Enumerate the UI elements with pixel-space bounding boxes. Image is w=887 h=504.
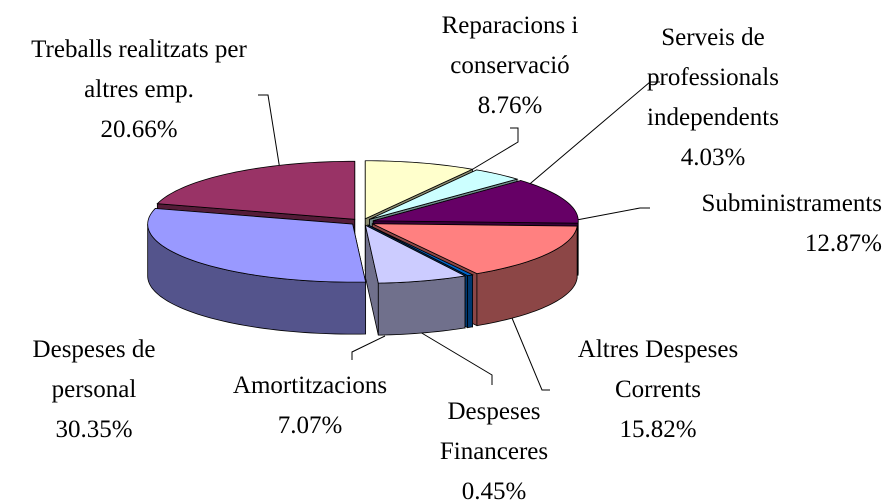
slice [367, 224, 474, 277]
slice-label: Treballs realitzats per altres emp. 20.66… [8, 30, 270, 150]
category-label: Reparacions i conservació [441, 12, 579, 79]
category-label: Serveis de professionals independents [647, 24, 779, 131]
category-label: Treballs realitzats per altres emp. [31, 36, 247, 103]
slice [364, 224, 467, 284]
slice-label: Despeses Financeres 0.45% [420, 392, 568, 504]
leader-line [258, 94, 281, 171]
value-label: 30.35% [55, 416, 133, 443]
category-label: Subministraments [701, 190, 882, 217]
leader-line [419, 331, 493, 385]
value-label: 8.76% [477, 92, 543, 119]
value-label: 7.07% [277, 412, 343, 439]
leader-line [351, 335, 386, 360]
leader-line [467, 127, 519, 173]
category-label: Despeses de personal [32, 336, 156, 403]
category-label: Despeses Financeres [439, 398, 549, 465]
slice-label: Subministraments 12.87% [640, 184, 882, 264]
slice-label: Despeses de personal 30.35% [5, 330, 183, 450]
leader-line [565, 207, 650, 223]
slice [369, 169, 519, 220]
slice-side [467, 274, 473, 329]
value-label: 0.45% [461, 478, 527, 504]
slice-label: Reparacions i conservació 8.76% [420, 6, 600, 126]
value-label: 12.87% [804, 230, 882, 257]
slice-label: Amortitzacions 7.07% [210, 366, 410, 446]
slice-label: Altres Despeses Corrents 15.82% [548, 330, 768, 450]
leader-line [511, 317, 550, 391]
slice [373, 180, 579, 224]
slice [372, 223, 578, 275]
value-label: 4.03% [680, 144, 746, 171]
category-label: Amortitzacions [232, 372, 388, 399]
value-label: 15.82% [619, 416, 697, 443]
slice-label: Serveis de professionals independents 4.0… [628, 18, 798, 178]
value-label: 20.66% [100, 116, 178, 143]
leader-line [524, 81, 660, 189]
slice [147, 208, 367, 283]
category-label: Altres Despeses Corrents [577, 336, 739, 403]
slice [364, 160, 474, 220]
slice-side [377, 275, 466, 336]
slice [156, 160, 356, 220]
leader-lines [258, 81, 660, 391]
